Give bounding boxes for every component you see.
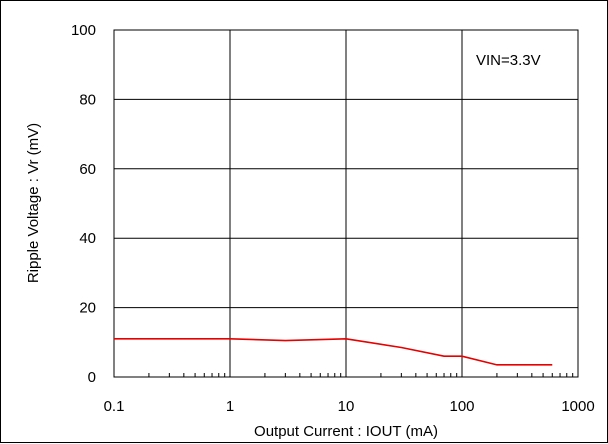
plot-border (113, 29, 579, 378)
y-tick-label: 0 (88, 369, 96, 386)
minor-ticks (148, 373, 574, 377)
y-tick-label: 80 (79, 91, 96, 108)
grid-lines (114, 30, 578, 377)
y-tick-label: 100 (71, 22, 96, 39)
y-tick-label: 60 (79, 161, 96, 178)
series-line (114, 338, 553, 366)
x-tick-label: 10 (338, 398, 355, 415)
series-layer (114, 338, 553, 366)
x-tick-labels: 0.1 1 10 100 1000 (104, 398, 595, 415)
x-tick-label: 100 (449, 398, 474, 415)
y-tick-label: 20 (79, 300, 96, 317)
x-tick-label: 1000 (561, 398, 594, 415)
y-tick-labels: 0 20 40 60 80 100 (71, 22, 96, 386)
x-tick-label: 0.1 (104, 398, 125, 415)
y-axis-title: Ripple Voltage : Vr (mV) (25, 123, 42, 283)
x-tick-label: 1 (226, 398, 234, 415)
y-tick-label: 40 (79, 230, 96, 247)
annotation-vin: VIN=3.3V (476, 52, 541, 69)
x-axis-title: Output Current : IOUT (mA) (254, 423, 438, 440)
